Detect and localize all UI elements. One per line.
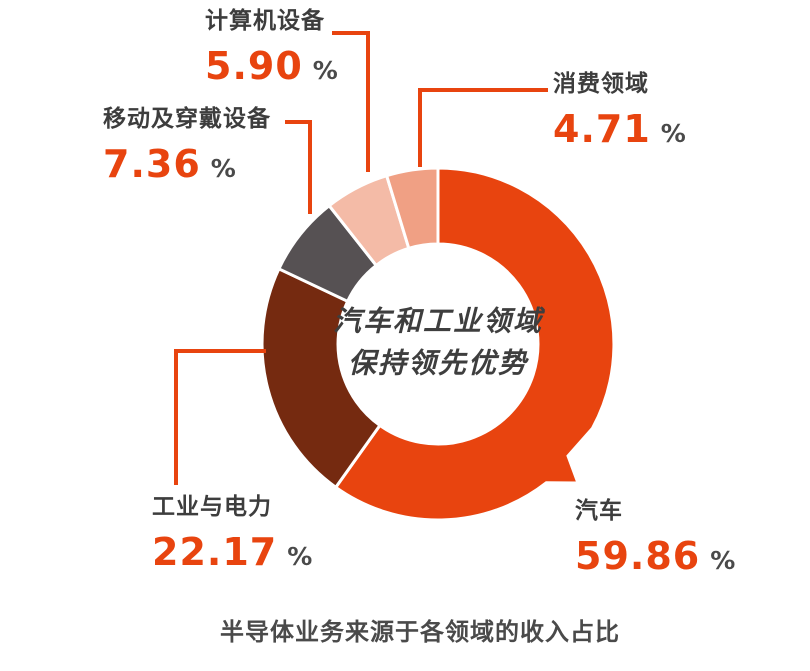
- leader-computer-equipment: [332, 31, 370, 172]
- percent-sign: %: [287, 542, 313, 571]
- percent-sign: %: [710, 546, 736, 575]
- slice-value-consumer: 4.71%: [553, 109, 686, 157]
- value-number: 7.36: [103, 142, 201, 186]
- slice-name-computer-equipment: 计算机设备: [205, 8, 325, 34]
- value-number: 59.86: [575, 534, 701, 578]
- slice-value-automotive: 59.86%: [575, 536, 735, 584]
- slice-consumer: [384, 166, 440, 251]
- donut-slices: [260, 166, 616, 522]
- slice-value-industrial-power: 22.17%: [152, 532, 312, 580]
- leader-industrial-power: [174, 349, 266, 485]
- callout-computer-equipment: 计算机设备 5.90%: [205, 8, 338, 94]
- percent-sign: %: [660, 119, 686, 148]
- percent-sign: %: [210, 154, 236, 183]
- slice-name-automotive: 汽车: [575, 498, 623, 524]
- leader-mobile-wearables: [285, 120, 312, 214]
- slice-name-consumer: 消费领域: [553, 71, 649, 97]
- value-number: 5.90: [205, 44, 303, 88]
- chart-title: 半导体业务来源于各领域的收入占比: [220, 618, 620, 646]
- callout-mobile-wearables: 移动及穿戴设备 7.36%: [103, 106, 271, 192]
- donut-center-annotation: 汽车和工业领域 保持领先优势: [288, 300, 588, 384]
- value-number: 4.71: [553, 107, 651, 151]
- callout-industrial-power: 工业与电力 22.17%: [152, 494, 312, 580]
- leader-lines: [174, 31, 548, 485]
- slice-value-mobile-wearables: 7.36%: [103, 144, 271, 192]
- slice-automotive: [333, 166, 616, 522]
- callout-consumer: 消费领域 4.71%: [553, 71, 686, 157]
- slice-name-industrial-power: 工业与电力: [152, 494, 272, 520]
- slice-industrial-power: [260, 266, 382, 490]
- percent-sign: %: [312, 56, 338, 85]
- leader-consumer: [418, 88, 548, 167]
- center-annotation-line1: 汽车和工业领域: [332, 304, 543, 338]
- center-annotation-line2: 保持领先优势: [347, 346, 528, 380]
- callout-automotive: 汽车 59.86%: [575, 498, 735, 584]
- slice-value-computer-equipment: 5.90%: [205, 46, 338, 94]
- value-number: 22.17: [152, 530, 278, 574]
- slice-name-mobile-wearables: 移动及穿戴设备: [103, 106, 271, 132]
